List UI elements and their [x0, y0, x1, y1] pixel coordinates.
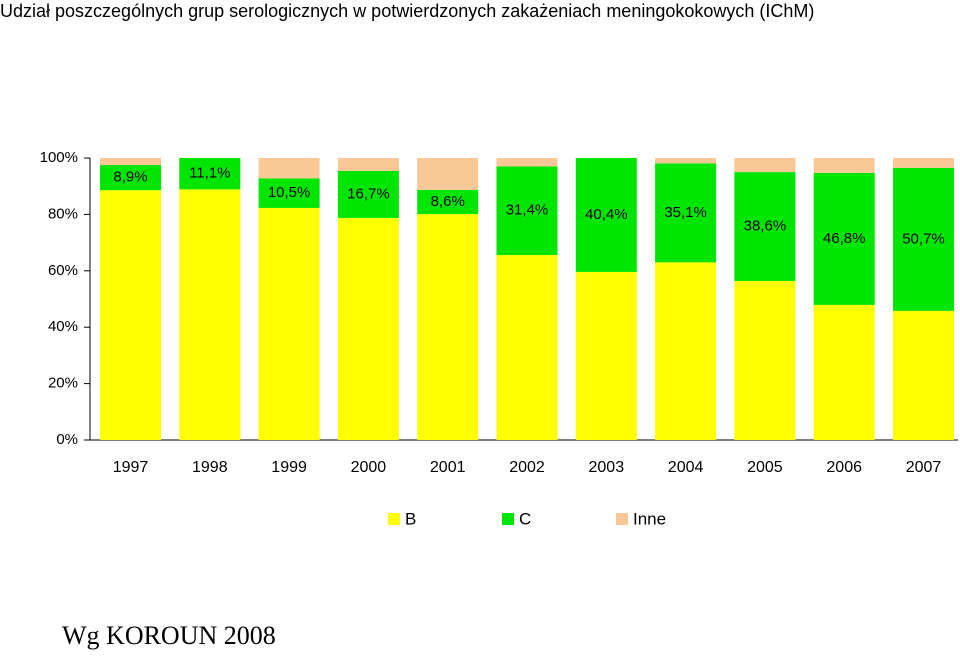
bar-segment: [893, 167, 954, 311]
bar-segment: [575, 271, 637, 440]
data-label: 46,8%: [823, 230, 866, 247]
x-tick-label: 2000: [351, 459, 387, 476]
bar-segment: [337, 218, 399, 440]
x-tick-label: 2002: [509, 459, 545, 476]
bar-segment: [655, 262, 717, 440]
y-tick-label: 20%: [48, 375, 78, 392]
bar-segment: [575, 158, 637, 272]
bar-segment: [337, 170, 399, 219]
bar-segment: [496, 166, 558, 256]
bar-segment: [813, 304, 875, 440]
data-label: 8,9%: [113, 169, 147, 186]
bar-segment: [258, 178, 320, 208]
bar-segment: [100, 190, 161, 440]
bar-segment: [417, 158, 479, 190]
x-tick-label: 2005: [747, 459, 783, 476]
bar-segment: [417, 189, 479, 215]
x-tick-label: 2001: [430, 459, 466, 476]
legend-label: Inne: [633, 509, 666, 528]
bar-segment: [100, 165, 161, 191]
x-tick-label: 2003: [589, 459, 625, 476]
x-tick-label: 1999: [271, 459, 307, 476]
bar-segment: [179, 189, 241, 440]
bar-segment: [813, 172, 875, 305]
legend-label: B: [405, 509, 416, 528]
data-label: 8,6%: [431, 193, 465, 210]
legend-swatch: [502, 513, 514, 525]
bar-segment: [893, 310, 954, 440]
bar-segment: [655, 158, 717, 164]
data-label: 10,5%: [268, 184, 311, 201]
bar-segment: [734, 158, 796, 173]
x-tick-label: 2007: [906, 459, 942, 476]
bar-segment: [258, 158, 320, 179]
bar-segment: [258, 207, 320, 440]
data-label: 11,1%: [189, 165, 230, 182]
x-tick-label: 2006: [826, 459, 862, 476]
bar-segment: [734, 280, 796, 440]
bar-segment: [813, 158, 875, 173]
bar-segment: [496, 255, 558, 440]
x-tick-label: 1998: [192, 459, 228, 476]
data-label: 40,4%: [585, 206, 628, 223]
data-label: 50,7%: [902, 230, 945, 247]
bar-segment: [893, 158, 954, 168]
legend-label: C: [519, 509, 531, 528]
bar-segment: [496, 158, 558, 167]
y-tick-label: 100%: [40, 149, 78, 166]
bar-segment: [734, 172, 796, 281]
y-tick-label: 80%: [48, 205, 78, 222]
y-tick-label: 40%: [48, 318, 78, 335]
y-tick-label: 60%: [48, 262, 78, 279]
data-label: 16,7%: [347, 185, 390, 202]
bar-segment: [417, 214, 479, 440]
chart-title: Udział poszczególnych grup serologicznyc…: [0, 1, 814, 21]
bar-segment: [337, 158, 399, 171]
legend-swatch: [388, 513, 400, 525]
data-label: 38,6%: [744, 217, 787, 234]
bar-segment: [179, 158, 241, 190]
source-note: Wg KOROUN 2008: [62, 621, 276, 650]
bar-segment: [100, 158, 161, 166]
x-tick-label: 2004: [668, 459, 704, 476]
bar-segment: [655, 163, 717, 263]
x-tick-label: 1997: [113, 459, 149, 476]
y-tick-label: 0%: [56, 431, 78, 448]
legend-swatch: [616, 513, 628, 525]
data-label: 31,4%: [506, 202, 549, 219]
data-label: 35,1%: [664, 204, 707, 221]
